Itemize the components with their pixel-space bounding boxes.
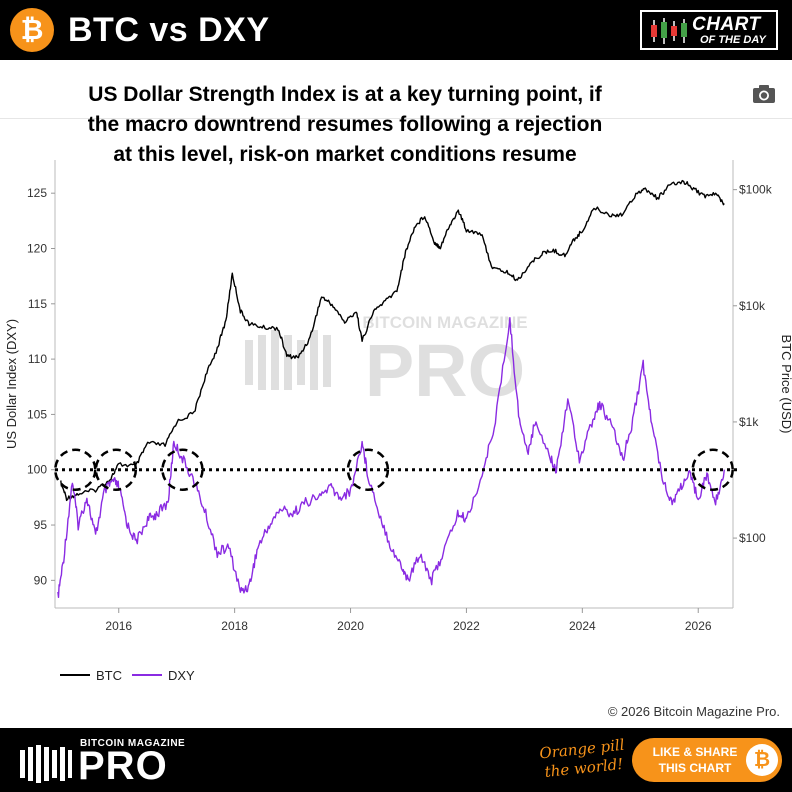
y-right-axis-title: BTC Price (USD) [779,335,792,434]
y-right-tick-label: $100 [739,531,766,545]
footer-brand-small: BITCOIN MAGAZINE [80,738,186,749]
watermark-big-text: PRO [365,329,525,412]
bitcoin-magazine-logo-icon [20,745,72,783]
series-line-btc [60,179,725,502]
x-tick-label: 2020 [337,619,364,633]
copyright-text: © 2026 Bitcoin Magazine Pro. [607,704,780,719]
watermark: BITCOIN MAGAZINE PRO [245,313,528,412]
x-tick-label: 2018 [221,619,248,633]
watermark-mark-icon [245,330,331,390]
footer-brand-big: PRO [78,744,168,788]
y-left-tick-label: 120 [27,241,47,255]
chart-toolbar-row [0,60,792,119]
legend-label-dxy: DXY [168,668,195,683]
y-right-tick-label: $10k [739,299,766,313]
subtitle-line: US Dollar Strength Index is at a key tur… [88,83,602,106]
share-label-line: THIS CHART [658,761,732,775]
chart-subtitle: US Dollar Strength Index is at a key tur… [20,80,670,170]
y-left-axis-title: US Dollar Index (DXY) [4,319,19,449]
y-left-tick-label: 125 [27,186,47,200]
y-left-tick-label: 100 [27,463,47,477]
x-tick-label: 2024 [569,619,596,633]
highlight-circle [94,448,138,491]
bitcoin-logo-icon: ₿ [10,8,54,52]
chart-legend: BTC DXY [60,668,195,683]
x-tick-label: 2016 [105,619,132,633]
subtitle-line: at this level, risk-on market conditions… [113,143,577,166]
highlight-circle [54,448,97,491]
camera-icon[interactable] [752,84,776,104]
bitcoin-coin-icon: ₿ [746,744,778,776]
subtitle-line: the macro downtrend resumes following a … [87,113,603,136]
legend-label-btc: BTC [96,668,122,683]
x-tick-label: 2022 [453,619,480,633]
y-right-tick-label: $100k [739,183,773,197]
share-label: LIKE & SHARE THIS CHART [646,744,744,776]
y-right-tick-label: $1k [739,415,759,429]
y-left-tick-label: 110 [28,352,47,366]
series-line-dxy [57,317,725,598]
highlight-circle [691,448,734,491]
candlestick-icon [651,18,687,44]
y-left-tick-label: 90 [34,573,48,587]
highlight-circle [346,448,390,491]
share-label-line: LIKE & SHARE [652,745,738,759]
x-tick-label: 2026 [685,619,712,633]
y-left-tick-label: 115 [28,297,47,311]
y-left-tick-label: 95 [34,518,48,532]
badge-line-2: OF THE DAY [700,34,766,46]
y-left-tick-label: 105 [27,407,47,421]
badge-line-1: CHART [692,14,761,35]
page-title: BTC vs DXY [68,11,270,49]
chart-of-the-day-badge: CHART OF THE DAY [640,10,778,50]
watermark-small-text: BITCOIN MAGAZINE [362,313,527,332]
highlight-circle [161,448,204,491]
like-share-button[interactable]: LIKE & SHARE THIS CHART ₿ [632,738,782,782]
